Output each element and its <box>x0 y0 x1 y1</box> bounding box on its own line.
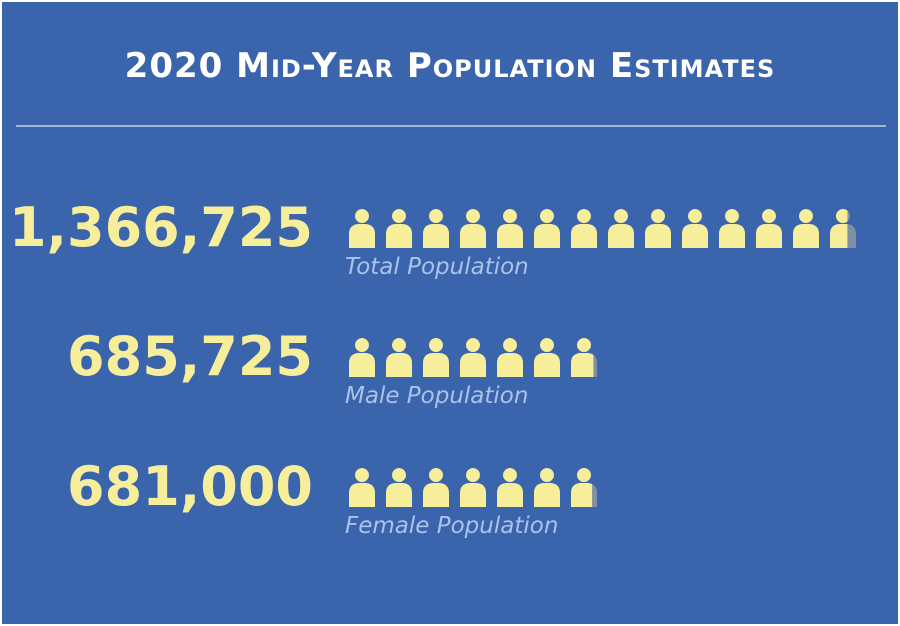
person-icon <box>608 209 634 248</box>
person-icon <box>460 209 486 248</box>
person-icon <box>756 209 782 248</box>
person-icon <box>534 468 560 507</box>
total-population-label: Total Population <box>345 254 529 280</box>
male-population-value: 685,725 <box>67 325 313 388</box>
title-divider <box>16 125 886 127</box>
male-population-icons <box>345 337 604 377</box>
person-icon <box>423 468 449 507</box>
female-population-value: 681,000 <box>67 455 313 518</box>
person-icon <box>497 468 523 507</box>
person-icon <box>645 209 671 248</box>
person-icon <box>497 209 523 248</box>
pictograph-svg <box>349 338 597 377</box>
female-population-label: Female Population <box>345 513 559 539</box>
person-icon <box>571 468 597 507</box>
row-total-population: 1,366,725 Total Population <box>2 196 898 296</box>
person-icon <box>534 338 560 377</box>
person-icon <box>571 338 597 377</box>
person-icon <box>349 209 375 248</box>
person-icon <box>460 468 486 507</box>
person-icon <box>793 209 819 248</box>
person-icon <box>386 468 412 507</box>
person-icon <box>349 468 375 507</box>
person-icon <box>386 338 412 377</box>
person-icon <box>460 338 486 377</box>
total-population-value: 1,366,725 <box>8 196 313 259</box>
pictograph-svg <box>349 209 856 248</box>
person-icon <box>386 209 412 248</box>
chart-title: 2020 Mid-Year Population Estimates <box>124 46 776 86</box>
person-icon <box>423 209 449 248</box>
female-population-icons <box>345 467 604 507</box>
person-icon <box>497 338 523 377</box>
total-population-icons <box>345 208 863 248</box>
row-female-population: 681,000 Female Population <box>2 455 898 555</box>
person-icon <box>719 209 745 248</box>
person-icon <box>349 338 375 377</box>
person-icon <box>571 209 597 248</box>
male-population-label: Male Population <box>345 383 529 409</box>
person-icon <box>682 209 708 248</box>
row-male-population: 685,725 Male Population <box>2 325 898 425</box>
person-icon <box>534 209 560 248</box>
person-icon <box>423 338 449 377</box>
person-icon <box>830 209 856 248</box>
pictograph-svg <box>349 468 597 507</box>
